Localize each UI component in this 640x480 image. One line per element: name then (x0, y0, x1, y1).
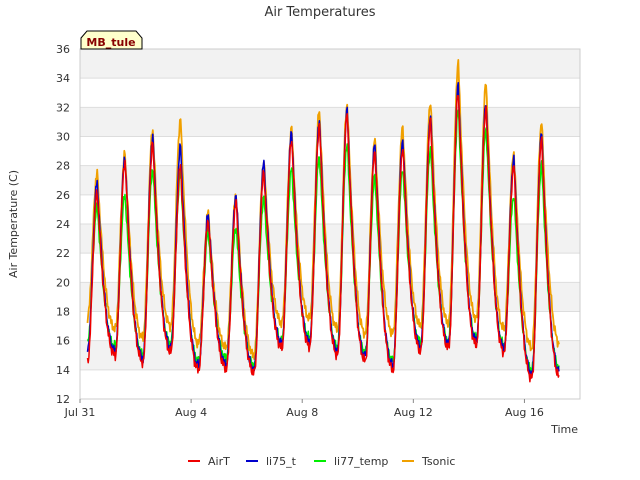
series-line-airt (86, 95, 560, 383)
y-tick-label: 30 (56, 131, 70, 144)
x-tick-label: Aug 4 (175, 406, 207, 419)
plot-band (80, 78, 580, 108)
y-tick-label: 14 (56, 364, 70, 377)
legend: AirT li75_t li77_temp Tsonic (188, 455, 455, 468)
y-axis-ticks: 12 14 16 18 20 22 24 26 28 30 32 34 36 (56, 43, 70, 406)
y-tick-label: 26 (56, 189, 70, 202)
x-tick-label: Aug 12 (394, 406, 433, 419)
plot-band (80, 224, 580, 254)
plot-band (80, 136, 580, 166)
chart-title: Air Temperatures (264, 5, 375, 20)
y-axis-label: Air Temperature (C) (7, 170, 20, 278)
y-tick-label: 20 (56, 276, 70, 289)
series-layer (86, 59, 560, 383)
plot-band (80, 369, 580, 399)
plot-band (80, 49, 580, 79)
plot-band (80, 253, 580, 283)
y-tick-label: 18 (56, 306, 70, 319)
x-tick-label: Aug 8 (286, 406, 318, 419)
legend-label: li77_temp (334, 455, 388, 468)
y-tick-label: 32 (56, 101, 70, 114)
legend-label: AirT (208, 455, 230, 468)
plot-frame (79, 48, 581, 400)
y-tick-label: 16 (56, 335, 70, 348)
x-axis-label: Time (550, 423, 578, 436)
plot-band (80, 340, 580, 370)
annotation-label: MB_tule (86, 36, 135, 49)
plot-band (80, 194, 580, 224)
plot-band (80, 165, 580, 195)
annotation-box: MB_tule (80, 30, 143, 50)
y-tick-label: 24 (56, 218, 70, 231)
legend-label: li75_t (266, 455, 297, 468)
y-tick-label: 34 (56, 72, 70, 85)
y-tick-label: 36 (56, 43, 70, 56)
plot-band (80, 107, 580, 137)
x-tick-label: Aug 16 (505, 406, 544, 419)
x-axis-ticks: Jul 31 Aug 4 Aug 8 Aug 12 Aug 16 (64, 399, 544, 419)
annotation-tag (80, 30, 143, 50)
y-tick-label: 22 (56, 247, 70, 260)
x-tick-label: Jul 31 (64, 406, 96, 419)
y-tick-label: 12 (56, 393, 70, 406)
legend-label: Tsonic (421, 455, 455, 468)
y-tick-label: 28 (56, 160, 70, 173)
